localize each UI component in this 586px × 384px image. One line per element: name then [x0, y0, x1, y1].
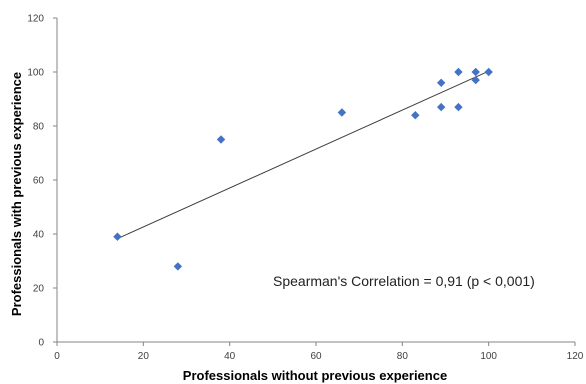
x-tick-label: 100: [480, 351, 497, 362]
x-tick-label: 60: [310, 351, 322, 362]
data-point: [173, 262, 183, 271]
data-point: [337, 108, 347, 117]
y-tick-label: 60: [33, 176, 45, 187]
y-tick-label: 80: [33, 122, 45, 133]
correlation-annotation: Spearman's Correlation = 0,91 (p < 0,001…: [273, 273, 535, 289]
data-point: [454, 102, 463, 112]
y-tick-label: 0: [38, 338, 44, 349]
x-tick-label: 120: [567, 351, 584, 362]
y-axis-ticks: 0 20 40 60 80 100 120: [27, 14, 57, 349]
data-point: [454, 67, 463, 77]
data-point: [411, 111, 420, 120]
x-axis-ticks: 0 20 40 60 80 100 120: [54, 342, 584, 362]
data-point: [113, 232, 122, 241]
trendline: [117, 70, 489, 240]
x-tick-label: 40: [224, 351, 236, 362]
y-tick-label: 40: [33, 230, 45, 241]
x-axis-title: Professionals without previous experienc…: [183, 368, 447, 383]
data-point: [471, 67, 480, 77]
data-point: [484, 67, 493, 77]
y-tick-label: 100: [27, 68, 44, 79]
data-point: [436, 102, 446, 112]
data-point: [436, 78, 446, 87]
data-point: [216, 135, 226, 144]
data-points: [113, 67, 493, 271]
x-tick-label: 80: [397, 351, 409, 362]
data-point: [471, 75, 480, 85]
y-tick-label: 20: [33, 284, 45, 295]
x-tick-label: 20: [138, 351, 150, 362]
y-tick-label: 120: [27, 14, 44, 25]
y-axis-title: Professionals with previous experience: [9, 72, 24, 316]
x-tick-label: 0: [54, 351, 60, 362]
